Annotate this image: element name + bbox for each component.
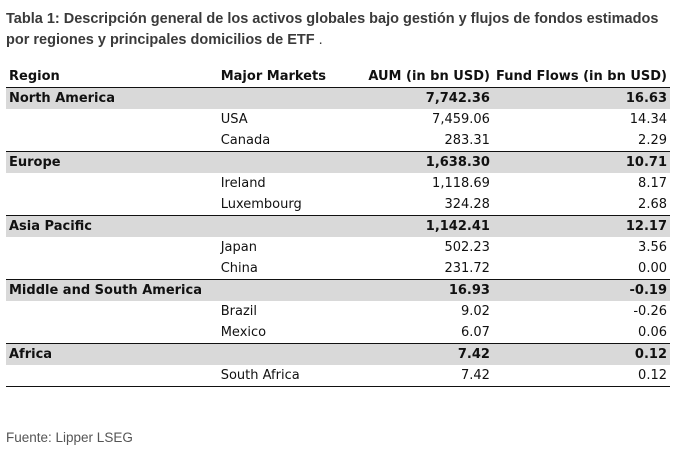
country-row-brazil: Brazil 9.02 -0.26 xyxy=(6,301,670,322)
country-aum: 1,118.69 xyxy=(353,173,493,194)
source-note: Fuente: Lipper LSEG xyxy=(6,430,133,445)
table-caption-text: Tabla 1: Descripción general de los acti… xyxy=(6,11,659,48)
country-region-empty xyxy=(6,194,218,216)
country-flows: 0.12 xyxy=(492,365,670,387)
table-caption-suffix: . xyxy=(314,32,323,48)
country-flows: 8.17 xyxy=(492,173,670,194)
country-name: South Africa xyxy=(217,365,354,387)
header-fund-flows: Fund Flows (in bn USD) xyxy=(492,66,670,88)
country-region-empty xyxy=(6,301,218,322)
aum-flows-table: Region Major Markets AUM (in bn USD) Fun… xyxy=(6,66,670,387)
country-row-mexico: Mexico 6.07 0.06 xyxy=(6,322,670,344)
header-major-markets: Major Markets xyxy=(217,66,354,88)
country-aum: 7,459.06 xyxy=(353,109,493,130)
country-region-empty xyxy=(6,322,218,344)
country-name: Mexico xyxy=(217,322,354,344)
region-row-north-america: North America 7,742.36 16.63 xyxy=(6,87,670,109)
region-name: Europe xyxy=(6,151,218,173)
region-row-asia-pacific: Asia Pacific 1,142.41 12.17 xyxy=(6,215,670,237)
country-name: China xyxy=(217,258,354,280)
country-flows: 3.56 xyxy=(492,237,670,258)
region-markets-empty xyxy=(217,215,354,237)
country-name: Brazil xyxy=(217,301,354,322)
region-markets-empty xyxy=(217,343,354,365)
country-region-empty xyxy=(6,365,218,387)
region-aum: 16.93 xyxy=(353,279,493,301)
country-row-south-africa: South Africa 7.42 0.12 xyxy=(6,365,670,387)
region-markets-empty xyxy=(217,87,354,109)
country-flows: 14.34 xyxy=(492,109,670,130)
country-region-empty xyxy=(6,237,218,258)
country-aum: 324.28 xyxy=(353,194,493,216)
country-region-empty xyxy=(6,258,218,280)
country-name: Canada xyxy=(217,130,354,152)
country-row-usa: USA 7,459.06 14.34 xyxy=(6,109,670,130)
country-region-empty xyxy=(6,130,218,152)
country-row-japan: Japan 502.23 3.56 xyxy=(6,237,670,258)
region-row-middle-south-america: Middle and South America 16.93 -0.19 xyxy=(6,279,670,301)
country-region-empty xyxy=(6,109,218,130)
country-region-empty xyxy=(6,173,218,194)
region-name: Middle and South America xyxy=(6,279,218,301)
country-aum: 9.02 xyxy=(353,301,493,322)
header-region: Region xyxy=(6,66,218,88)
country-name: Luxembourg xyxy=(217,194,354,216)
region-flows: 16.63 xyxy=(492,87,670,109)
region-flows: -0.19 xyxy=(492,279,670,301)
country-row-canada: Canada 283.31 2.29 xyxy=(6,130,670,152)
country-row-china: China 231.72 0.00 xyxy=(6,258,670,280)
country-aum: 231.72 xyxy=(353,258,493,280)
region-aum: 1,638.30 xyxy=(353,151,493,173)
header-aum: AUM (in bn USD) xyxy=(353,66,493,88)
country-row-ireland: Ireland 1,118.69 8.17 xyxy=(6,173,670,194)
region-flows: 0.12 xyxy=(492,343,670,365)
country-flows: -0.26 xyxy=(492,301,670,322)
region-aum: 1,142.41 xyxy=(353,215,493,237)
region-markets-empty xyxy=(217,279,354,301)
region-name: Africa xyxy=(6,343,218,365)
country-name: Ireland xyxy=(217,173,354,194)
region-flows: 10.71 xyxy=(492,151,670,173)
region-row-africa: Africa 7.42 0.12 xyxy=(6,343,670,365)
country-flows: 2.68 xyxy=(492,194,670,216)
table-header-row: Region Major Markets AUM (in bn USD) Fun… xyxy=(6,66,670,88)
region-aum: 7,742.36 xyxy=(353,87,493,109)
region-name: North America xyxy=(6,87,218,109)
country-aum: 6.07 xyxy=(353,322,493,344)
country-aum: 502.23 xyxy=(353,237,493,258)
region-flows: 12.17 xyxy=(492,215,670,237)
country-flows: 2.29 xyxy=(492,130,670,152)
country-name: Japan xyxy=(217,237,354,258)
country-aum: 283.31 xyxy=(353,130,493,152)
table-caption: Tabla 1: Descripción general de los acti… xyxy=(6,9,676,51)
region-markets-empty xyxy=(217,151,354,173)
region-aum: 7.42 xyxy=(353,343,493,365)
country-aum: 7.42 xyxy=(353,365,493,387)
country-row-luxembourg: Luxembourg 324.28 2.68 xyxy=(6,194,670,216)
country-flows: 0.00 xyxy=(492,258,670,280)
region-name: Asia Pacific xyxy=(6,215,218,237)
country-name: USA xyxy=(217,109,354,130)
country-flows: 0.06 xyxy=(492,322,670,344)
region-row-europe: Europe 1,638.30 10.71 xyxy=(6,151,670,173)
